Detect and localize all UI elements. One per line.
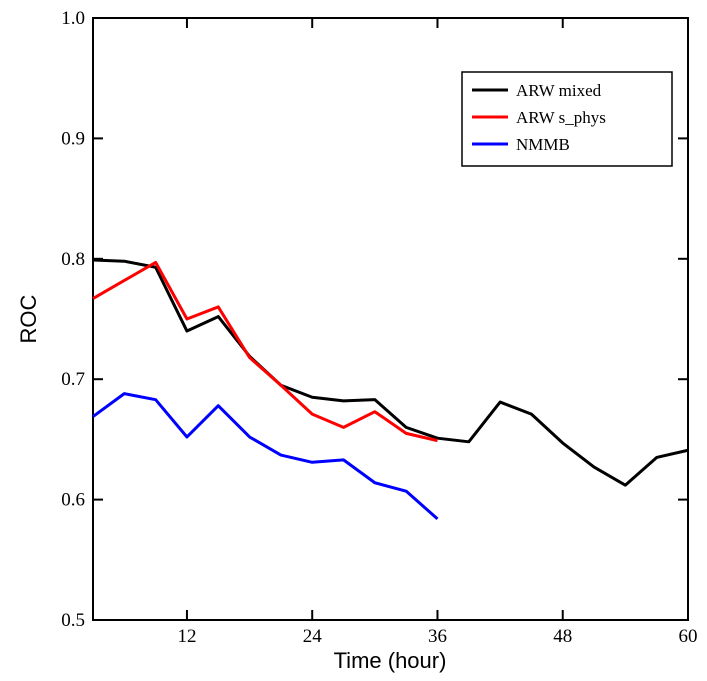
x-tick-label: 12	[177, 626, 196, 647]
x-tick-label: 48	[553, 626, 572, 647]
y-tick-label: 1.0	[61, 8, 85, 29]
y-tick-label: 0.7	[61, 369, 85, 390]
y-tick-label: 0.9	[61, 128, 85, 149]
series-line	[92, 392, 439, 520]
x-tick-label: 36	[428, 626, 447, 647]
plot-frame	[92, 17, 689, 621]
legend-label: ARW mixed	[516, 81, 602, 100]
x-tick-label: 60	[679, 626, 698, 647]
y-axis-title: ROC	[16, 294, 41, 343]
y-tick-label: 0.6	[61, 490, 85, 511]
series-line	[92, 260, 438, 443]
y-tick-label: 0.5	[61, 610, 85, 631]
legend-box	[461, 71, 673, 167]
x-tick-label: 24	[303, 626, 323, 647]
legend-label: NMMB	[516, 135, 570, 154]
legend-label: ARW s_phys	[516, 108, 606, 127]
y-tick-label: 0.8	[61, 249, 85, 270]
series-line	[92, 258, 689, 487]
x-axis-title: Time (hour)	[334, 648, 447, 673]
